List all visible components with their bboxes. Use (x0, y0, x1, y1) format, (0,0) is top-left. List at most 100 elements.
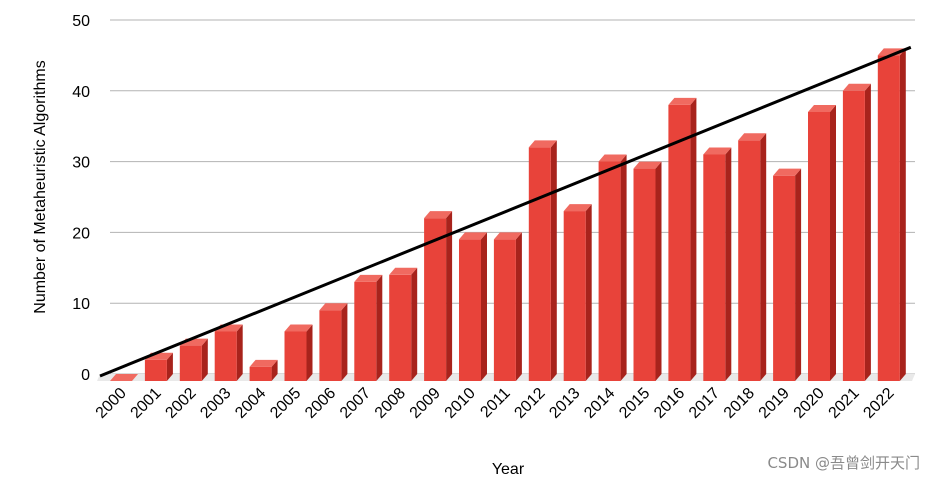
bar (877, 48, 906, 381)
bar-side (376, 274, 383, 381)
bar-side (411, 267, 418, 381)
bar-top (459, 232, 487, 240)
bar-front (319, 310, 342, 381)
bar-front (354, 281, 377, 381)
bar-front (703, 154, 726, 381)
bar-side (690, 97, 697, 381)
bar (144, 352, 173, 381)
x-tick-label: 2017 (686, 385, 723, 422)
bar-front (249, 366, 272, 381)
bar-side (341, 303, 348, 381)
bar-top (249, 359, 278, 367)
x-tick-label: 2022 (860, 385, 897, 422)
bar-side (201, 338, 208, 381)
x-tick-label: 2003 (197, 385, 234, 422)
bar-front (459, 239, 481, 381)
x-tick-label: 2014 (581, 385, 618, 422)
bar-front (284, 331, 307, 381)
bar (773, 168, 802, 381)
x-tick-label: 2007 (337, 385, 374, 422)
x-tick-label: 2005 (267, 385, 304, 422)
x-tick-label: 2008 (372, 385, 409, 422)
bar-side (620, 154, 627, 381)
bar-side (236, 324, 243, 381)
bar-top (354, 274, 383, 282)
bar-top (110, 374, 138, 381)
bar-front (493, 239, 516, 381)
bar-side (306, 324, 313, 381)
bar-front (528, 147, 551, 381)
bar (214, 324, 243, 381)
bar-top (633, 161, 662, 169)
bar-top (493, 232, 522, 240)
bar (528, 140, 557, 381)
bar-side (830, 104, 836, 382)
x-tick-label: 2002 (162, 385, 199, 422)
bar-side (515, 232, 522, 381)
x-tick-label: 2012 (511, 385, 548, 422)
bar-side (166, 352, 173, 381)
bar-front (808, 111, 830, 382)
bar-side (481, 232, 487, 381)
x-tick-label: 2020 (791, 385, 828, 422)
bar-side (864, 83, 871, 381)
x-tick-label: 2013 (546, 385, 583, 422)
bar (633, 161, 662, 381)
bar-top (389, 267, 418, 275)
x-tick-label: 2016 (651, 385, 688, 422)
bar (703, 147, 732, 381)
x-tick-label: 2018 (721, 385, 758, 422)
bar (284, 324, 313, 381)
bar (110, 374, 138, 381)
bar-top (738, 133, 767, 141)
x-tick-label: 2015 (616, 385, 653, 422)
bar-front (598, 161, 621, 381)
y-tick-label: 30 (72, 155, 90, 172)
bar-side (725, 147, 732, 381)
trend-line (99, 45, 912, 378)
bar (563, 204, 592, 381)
bar-top (319, 303, 348, 311)
bar-front (214, 331, 237, 381)
bar (249, 359, 278, 381)
bar-front (668, 104, 691, 381)
y-tick-label: 20 (72, 225, 90, 242)
y-tick-label: 50 (72, 13, 90, 30)
bar-front (877, 55, 900, 381)
bar-front (773, 175, 796, 381)
watermark: CSDN @吾曾剑开天门 (767, 454, 920, 472)
bar-side (795, 168, 802, 381)
bar-top (773, 168, 802, 176)
x-tick-label: 2021 (826, 385, 863, 422)
bar (319, 303, 348, 381)
bar-front (389, 274, 412, 381)
x-tick-labels: 2000200120022003200420052006200720082009… (93, 385, 898, 422)
bar (842, 83, 871, 381)
x-axis-title: Year (492, 461, 525, 478)
bar-front (563, 211, 586, 381)
bar-top (528, 140, 557, 148)
x-tick-label: 2019 (756, 385, 793, 422)
bar-front (179, 345, 202, 381)
bar-top (842, 83, 871, 91)
x-tick-label: 2001 (128, 385, 165, 422)
bar-side (585, 204, 592, 381)
bar-side (655, 161, 662, 381)
x-tick-label: 2000 (93, 385, 130, 422)
bar (389, 267, 418, 381)
bar (179, 338, 208, 381)
bar (738, 133, 767, 381)
bar-front (424, 218, 447, 381)
bar-side (550, 140, 557, 381)
bar-top (598, 154, 627, 162)
x-tick-label: 2011 (477, 385, 513, 421)
bar-top (284, 324, 313, 332)
bar-front (842, 90, 865, 381)
bar-top (703, 147, 732, 155)
bar-top (808, 104, 836, 112)
x-tick-label: 2009 (407, 385, 444, 422)
bar (354, 274, 383, 381)
y-axis-title: Number of Metaheuristic Algorithms (32, 60, 49, 313)
bar-front (633, 168, 656, 381)
